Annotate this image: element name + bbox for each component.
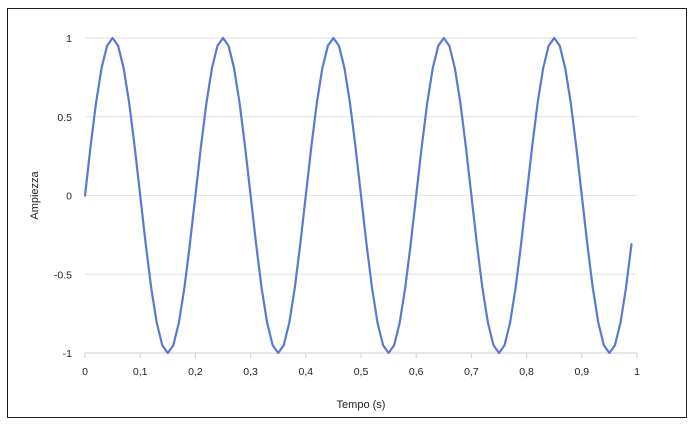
x-tick-label: 0,1 bbox=[133, 366, 148, 378]
x-axis-ticks: 0 0,1 0,2 0,3 0,4 0,5 0,6 0,7 0,8 0,9 1 bbox=[82, 353, 640, 378]
x-tick-label: 0,5 bbox=[354, 366, 369, 378]
x-tick-label: 0,9 bbox=[574, 366, 589, 378]
x-tick-label: 0 bbox=[82, 366, 88, 378]
y-tick-label: 1 bbox=[66, 33, 72, 45]
series-layer bbox=[83, 36, 633, 355]
x-tick-label: 0,4 bbox=[298, 366, 313, 378]
y-axis-ticks: 1 0.5 0 -0.5 -1 bbox=[54, 33, 72, 360]
series-line bbox=[83, 36, 633, 355]
x-tick-label: 0,6 bbox=[409, 366, 424, 378]
y-tick-label: -1 bbox=[63, 348, 72, 360]
y-axis-title: Ampiezza bbox=[29, 170, 41, 219]
x-tick-label: 0,2 bbox=[188, 366, 203, 378]
x-tick-label: 0,8 bbox=[519, 366, 534, 378]
x-axis-title: Tempo (s) bbox=[337, 399, 386, 411]
chart-frame bbox=[7, 8, 687, 418]
y-tick-label: 0 bbox=[66, 191, 72, 203]
x-tick-label: 0,7 bbox=[464, 366, 479, 378]
x-tick-label: 0,3 bbox=[243, 366, 258, 378]
y-tick-label: -0.5 bbox=[54, 269, 72, 281]
x-tick-label: 1 bbox=[634, 366, 640, 378]
y-tick-label: 0.5 bbox=[57, 112, 72, 124]
grid-lines bbox=[85, 37, 637, 275]
